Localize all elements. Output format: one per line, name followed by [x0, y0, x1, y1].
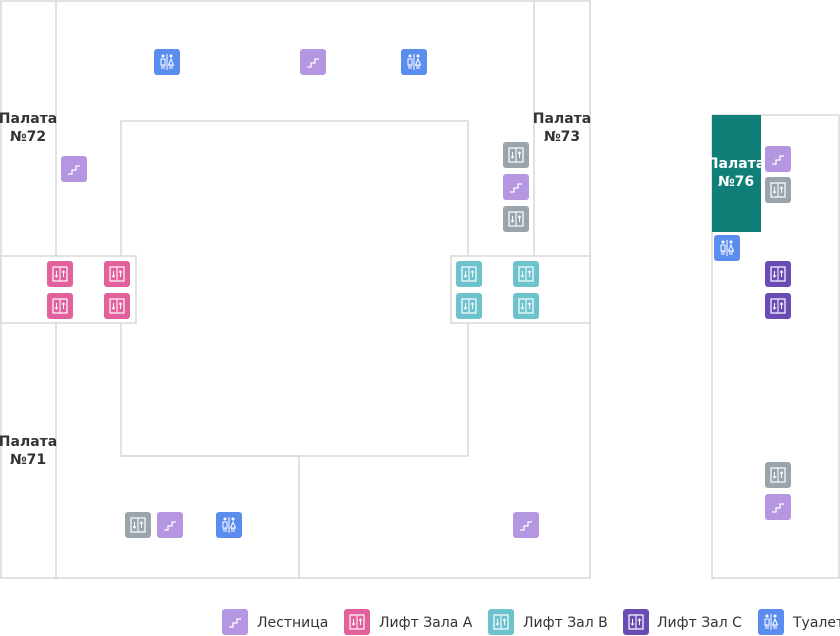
map-icon[interactable] [765, 146, 791, 172]
map-icon[interactable] [104, 293, 130, 319]
room-76[interactable] [712, 115, 761, 232]
legend-label: Туалет [792, 615, 840, 631]
map-icon[interactable] [216, 512, 242, 538]
map-icon[interactable] [488, 609, 514, 635]
map-icon[interactable] [456, 293, 482, 319]
map-icon[interactable] [401, 49, 427, 75]
legend-label: Лифт Зал В [523, 615, 608, 631]
map-icon[interactable] [47, 293, 73, 319]
map-icon[interactable] [765, 494, 791, 520]
map-icon[interactable] [222, 609, 248, 635]
legend-label: Лифт Зала А [379, 615, 473, 631]
map-icon[interactable] [765, 261, 791, 287]
map-icon[interactable] [47, 261, 73, 287]
map-icon[interactable] [513, 512, 539, 538]
map-icon[interactable] [513, 261, 539, 287]
map-icon[interactable] [765, 177, 791, 203]
map-icon[interactable] [300, 49, 326, 75]
map-icon[interactable] [765, 293, 791, 319]
legend-label: Лифт Зал С [657, 615, 742, 631]
map-icon[interactable] [344, 609, 370, 635]
map-icon[interactable] [513, 293, 539, 319]
room-label: №73 [544, 129, 580, 145]
walls [0, 0, 840, 579]
map-icon[interactable] [125, 512, 151, 538]
map-icon[interactable] [503, 206, 529, 232]
room-label: №76 [718, 174, 754, 190]
map-icon[interactable] [154, 49, 180, 75]
icons [47, 49, 791, 635]
map-icon[interactable] [714, 235, 740, 261]
room-label: Палата [533, 111, 591, 127]
map-icon[interactable] [623, 609, 649, 635]
room-label: Палата [0, 434, 57, 450]
room-label: Палата [707, 156, 765, 172]
room-label: №72 [10, 129, 46, 145]
map-icon[interactable] [503, 142, 529, 168]
map-icon[interactable] [503, 174, 529, 200]
map-icon[interactable] [61, 156, 87, 182]
legend-label: Лестница [257, 615, 328, 631]
map-icon[interactable] [758, 609, 784, 635]
map-icon[interactable] [104, 261, 130, 287]
room-label: №71 [10, 452, 46, 468]
map-icon[interactable] [157, 512, 183, 538]
legend: Лестница Лифт Зала А Лифт Зал В Лифт Зал… [257, 615, 840, 631]
room-label: Палата [0, 111, 57, 127]
map-icon[interactable] [765, 462, 791, 488]
map-icon[interactable] [456, 261, 482, 287]
